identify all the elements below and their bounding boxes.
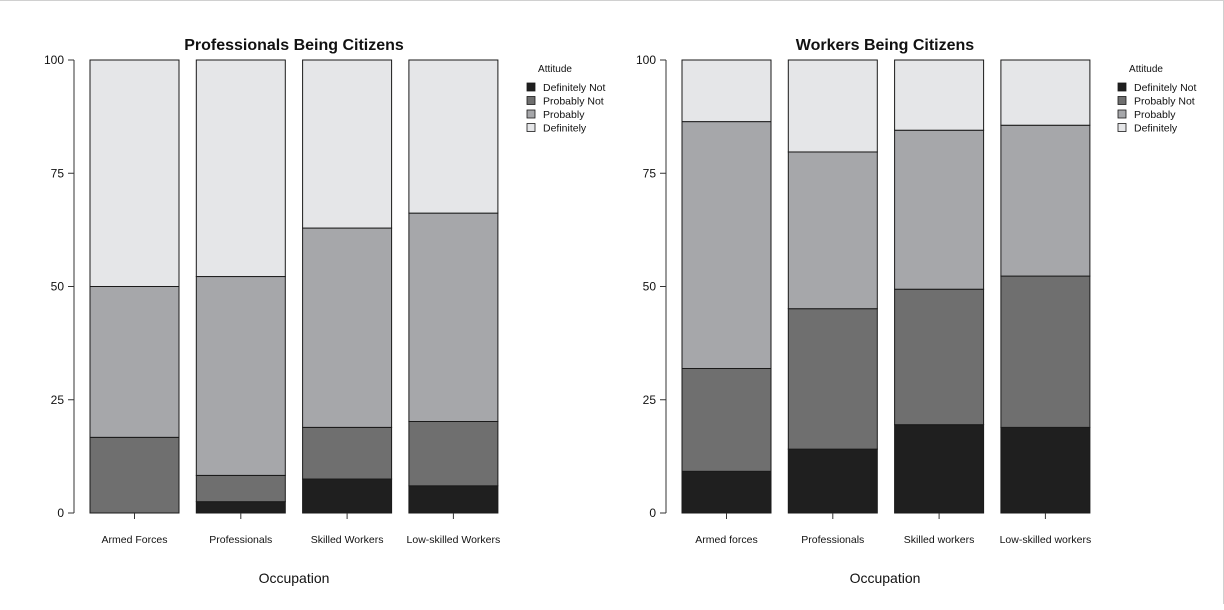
chart1-x-tick-label: Armed Forces xyxy=(102,534,168,546)
chart1-x-tick-label: Skilled Workers xyxy=(311,534,384,546)
chart2-y-tick-label: 25 xyxy=(643,393,657,407)
chart1-y-tick-label: 100 xyxy=(44,53,64,67)
chart2-legend-label: Definitely Not xyxy=(1134,82,1197,94)
chart2-legend-swatch xyxy=(1117,82,1127,92)
chart1-bar-4-seg-2 xyxy=(408,420,499,487)
chart1-bar-2-seg-2 xyxy=(195,474,286,503)
chart2-bar-4-seg-3 xyxy=(1000,124,1091,277)
chart1-y-tick-label: 25 xyxy=(51,393,65,407)
chart2-legend-swatch xyxy=(1117,123,1127,132)
chart1-y-tick-label: 50 xyxy=(51,280,65,294)
chart2-x-axis-title: Occupation xyxy=(850,570,921,586)
chart2-y-tick-label: 75 xyxy=(643,166,657,180)
chart1-bar-1-seg-2 xyxy=(89,436,180,514)
chart2-x-tick-label: Armed forces xyxy=(695,534,757,546)
chart1-legend-swatch xyxy=(526,123,536,132)
chart1-legend-label: Definitely xyxy=(543,123,587,135)
chart2-legend-swatch xyxy=(1117,109,1127,119)
chart2-bar-2-seg-2 xyxy=(787,308,878,450)
chart1-bar-4-seg-1 xyxy=(408,485,499,514)
chart1-bar-4-seg-3 xyxy=(408,212,499,422)
chart2-y-tick-label: 50 xyxy=(643,280,657,294)
chart2-bar-3-seg-4 xyxy=(894,59,985,131)
chart1-legend-label: Definitely Not xyxy=(543,82,606,94)
chart1-title: Professionals Being Citizens xyxy=(184,37,404,54)
chart2-legend-label: Probably xyxy=(1134,109,1176,121)
chart2-legend-label: Definitely xyxy=(1134,123,1178,135)
chart1-bar-1-seg-4 xyxy=(89,59,180,287)
chart2-x-tick-label: Low-skilled workers xyxy=(1000,534,1092,546)
chart2-bar-4-seg-2 xyxy=(1000,275,1091,428)
chart2-y-tick-label: 0 xyxy=(649,506,656,520)
chart1-x-tick-label: Low-skilled Workers xyxy=(407,534,501,546)
chart2-legend-swatch xyxy=(1117,96,1127,105)
chart2-legend-label: Probably Not xyxy=(1134,96,1195,108)
chart1-legend-title: Attitude xyxy=(538,64,572,75)
chart1-legend-swatch xyxy=(526,82,536,92)
chart1-bar-3-seg-3 xyxy=(302,227,393,428)
chart2-y-tick-label: 100 xyxy=(636,53,656,67)
chart2-legend-title: Attitude xyxy=(1129,64,1163,75)
chart1-legend-swatch xyxy=(526,109,536,119)
chart2-bar-2-seg-1 xyxy=(787,448,878,514)
chart1-x-tick-label: Professionals xyxy=(209,534,272,546)
chart2-bar-4-seg-1 xyxy=(1000,426,1091,514)
chart2-bar-1-seg-4 xyxy=(681,59,772,123)
chart1-legend-label: Probably xyxy=(543,109,585,121)
chart1-bar-3-seg-2 xyxy=(302,426,393,480)
chart1-bar-2-seg-1 xyxy=(195,501,286,514)
chart2-x-tick-label: Skilled workers xyxy=(904,534,975,546)
chart1-y-tick-label: 75 xyxy=(51,166,65,180)
chart1-bar-3-seg-1 xyxy=(302,478,393,514)
chart1-legend-swatch xyxy=(526,96,536,105)
chart1-legend-label: Probably Not xyxy=(543,96,604,108)
chart1-bar-1-seg-3 xyxy=(89,286,180,438)
chart2-bar-3-seg-2 xyxy=(894,288,985,426)
chart2-bar-3-seg-3 xyxy=(894,129,985,290)
chart2-bar-4-seg-4 xyxy=(1000,59,1091,126)
chart1-bar-4-seg-4 xyxy=(408,59,499,214)
chart1-bar-2-seg-3 xyxy=(195,276,286,476)
chart1-bar-3-seg-4 xyxy=(302,59,393,229)
chart2-bar-1-seg-3 xyxy=(681,121,772,369)
chart1-y-tick-label: 0 xyxy=(57,506,64,520)
chart2-bar-1-seg-1 xyxy=(681,470,772,514)
chart2-x-tick-label: Professionals xyxy=(801,534,864,546)
chart2-bar-1-seg-2 xyxy=(681,367,772,472)
chart2-bar-2-seg-4 xyxy=(787,59,878,153)
chart2-title: Workers Being Citizens xyxy=(796,37,975,54)
chart2-bar-3-seg-1 xyxy=(894,424,985,514)
chart1-bar-2-seg-4 xyxy=(195,59,286,278)
chart2-bar-2-seg-3 xyxy=(787,151,878,310)
chart1-x-axis-title: Occupation xyxy=(259,570,330,586)
